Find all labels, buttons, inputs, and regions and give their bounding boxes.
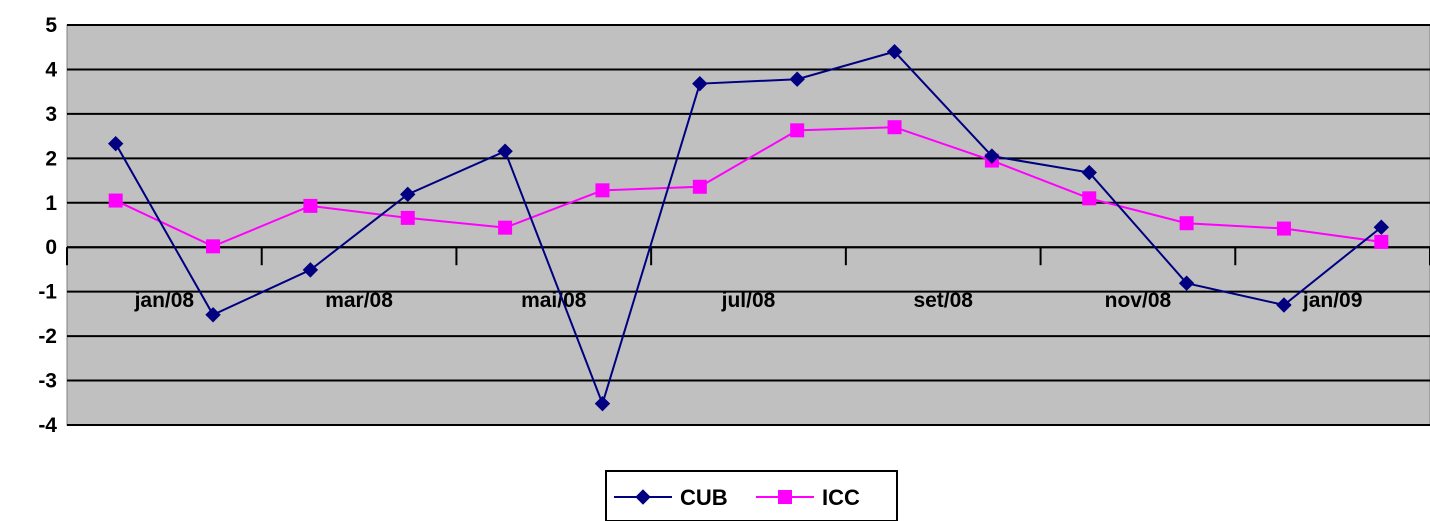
data-point-icc: [498, 220, 513, 235]
legend-label: CUB: [680, 485, 728, 510]
data-point-cub: [1373, 219, 1390, 235]
y-tick-label: 4: [45, 58, 57, 81]
data-point-icc: [400, 210, 415, 225]
series-cub: [107, 43, 1390, 412]
x-tick-label: jan/09: [1302, 289, 1363, 312]
y-tick-label: -1: [38, 281, 57, 304]
data-point-cub: [205, 307, 221, 323]
series-line-cub: [114, 50, 1382, 407]
x-axis: jan/08 mar/08 mai/08 jul/08 set/08 nov/08 jan/…: [66, 246, 1430, 312]
y-axis-ticks: 5 4 3 2 1 0 -1 -2 -3 -4: [38, 14, 57, 437]
data-point-icc: [790, 123, 805, 138]
y-tick-label: 3: [45, 103, 57, 126]
legend: CUB ICC: [605, 470, 898, 521]
data-point-icc: [1082, 191, 1097, 206]
x-tick-label: mai/08: [521, 289, 587, 312]
data-point-icc: [1374, 234, 1389, 249]
data-point-icc: [1276, 221, 1291, 236]
data-point-icc: [887, 120, 902, 135]
series-line-icc: [115, 126, 1382, 248]
y-tick-label: 2: [45, 147, 57, 170]
data-point-cub: [692, 75, 708, 92]
data-point-cub: [1178, 275, 1195, 291]
y-tick-label: -2: [38, 325, 57, 348]
data-point-cub: [886, 43, 903, 60]
data-point-cub: [302, 262, 319, 278]
gridlines: [67, 24, 1430, 426]
series-icc: [108, 120, 1389, 254]
data-point-cub: [594, 395, 611, 412]
y-tick-label: 0: [45, 236, 57, 259]
y-tick-label: -3: [38, 370, 57, 393]
data-point-cub: [1276, 297, 1292, 313]
data-point-icc: [108, 193, 123, 208]
y-tick-label: 1: [45, 192, 57, 215]
series-layer: [107, 43, 1390, 412]
x-tick-label: set/08: [913, 289, 973, 312]
x-tick-label: jan/08: [134, 289, 195, 312]
data-point-cub: [984, 148, 1000, 164]
data-point-icc: [206, 239, 221, 254]
x-tick-label: mar/08: [325, 289, 393, 312]
data-point-icc: [692, 179, 707, 194]
y-tick-label: -4: [38, 414, 57, 437]
legend-swatch-marker: [635, 489, 651, 505]
legend-label: ICC: [822, 485, 860, 510]
y-tick-label: 5: [45, 14, 57, 37]
data-point-cub: [1081, 164, 1097, 181]
data-point-cub: [107, 135, 124, 152]
data-point-cub: [789, 71, 805, 87]
x-tick-label: jul/08: [721, 289, 776, 312]
legend-item-icc: ICC: [756, 485, 860, 510]
data-point-icc: [303, 198, 318, 213]
data-point-icc: [595, 183, 610, 198]
data-point-cub: [497, 143, 513, 159]
data-point-icc: [1179, 216, 1194, 231]
legend-swatch-marker: [778, 490, 792, 504]
legend-item-cub: CUB: [614, 485, 728, 510]
x-tick-label: nov/08: [1105, 289, 1172, 312]
data-point-cub: [400, 186, 416, 203]
